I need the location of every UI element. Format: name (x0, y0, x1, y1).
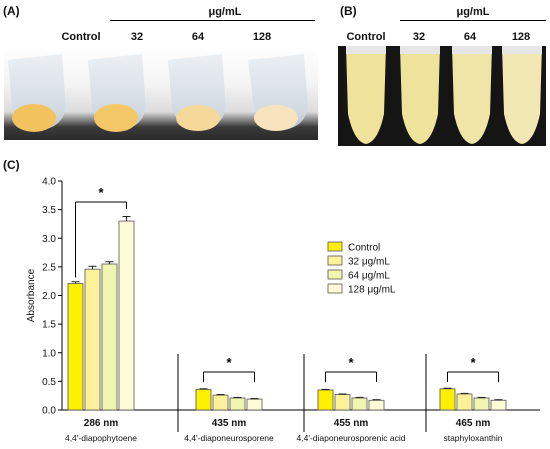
legend-label: 64 μg/mL (348, 271, 390, 282)
pellet-32 (94, 104, 138, 132)
significance-marker: * (470, 355, 476, 370)
tube-b-control (346, 46, 386, 144)
compound-label: 4,4'-diaponeurosporene (184, 433, 274, 443)
bar (334, 394, 351, 411)
tube-a-64 (168, 54, 226, 131)
legend-swatch (327, 269, 343, 280)
y-tick-label: 3.5 (42, 205, 56, 216)
tube-a-32 (88, 54, 146, 132)
bar (490, 399, 507, 411)
wavelength-label: 435 nm (212, 418, 247, 429)
panel-b-tubes (338, 46, 546, 146)
bar (317, 389, 334, 411)
panel-a-col-control: Control (61, 31, 101, 43)
legend-label: 128 μg/mL (348, 285, 396, 296)
tube-b-128 (502, 46, 542, 144)
y-tick-label: 3.0 (42, 234, 56, 245)
panel-a-label: (A) (3, 4, 20, 18)
panel-b-col-128: 128 (511, 31, 531, 43)
panel-b-col-64: 64 (463, 31, 477, 43)
panel-b-unit: μg/mL (456, 6, 490, 18)
tube-a-128 (248, 54, 308, 131)
compound-label: staphyloxanthin (443, 433, 502, 443)
wavelength-label: 455 nm (334, 418, 369, 429)
bar (351, 397, 368, 411)
bar (67, 283, 84, 411)
bar (229, 397, 246, 411)
y-tick-label: 4.0 (42, 177, 56, 188)
compound-label: 4,4'-diapophytoene (65, 433, 137, 443)
panel-a-col-32: 32 (130, 31, 144, 43)
y-tick-label: 1.5 (42, 320, 56, 331)
legend-swatch (327, 255, 343, 266)
panel-b-photo (338, 46, 546, 146)
wavelength-label: 286 nm (84, 418, 119, 429)
panel-b-unit-line (400, 20, 546, 21)
pellet-control (12, 104, 56, 132)
bar (84, 268, 101, 411)
bar (473, 397, 490, 411)
y-tick-label: 2.0 (42, 291, 56, 302)
y-tick-label: 0.0 (42, 406, 56, 417)
bar (368, 399, 385, 411)
legend-swatch (327, 241, 343, 252)
bar (212, 394, 229, 411)
pellet-64 (176, 105, 220, 131)
bar (246, 398, 263, 411)
panel-a-tubes (8, 54, 308, 132)
wavelength-label: 465 nm (456, 418, 491, 429)
legend-swatch (327, 283, 343, 294)
panel-a-col-64: 64 (191, 31, 205, 43)
panel-c-label: (C) (3, 158, 20, 172)
legend-label: 32 μg/mL (348, 257, 390, 268)
significance-marker: * (226, 355, 232, 370)
y-axis-label: Absorbance (26, 268, 37, 322)
panel-a-col-128: 128 (252, 31, 272, 43)
bar (456, 393, 473, 411)
panel-a-unit-line (110, 20, 315, 21)
compound-label: 4,4'-diaponeurosporenic acid (297, 433, 406, 443)
panel-b-col-control: Control (346, 31, 386, 43)
tube-a-control (8, 54, 66, 132)
absorbance-chart: 0.0 0.5 1.0 1.5 2.0 2.5 3.0 3.5 4.0 Absorbance * 28… (26, 177, 540, 443)
panel-a-unit: μg/mL (208, 6, 242, 18)
significance-marker: * (98, 185, 104, 200)
panel-b-col-32: 32 (412, 31, 426, 43)
bar (439, 388, 456, 411)
panel-b-label: (B) (340, 4, 357, 18)
panel-a-photo (4, 46, 318, 140)
pellet-128 (254, 105, 298, 131)
tube-b-64 (452, 46, 492, 144)
tube-b-32 (400, 46, 440, 144)
significance-marker: * (348, 355, 354, 370)
y-tick-label: 2.5 (42, 262, 56, 273)
y-tick-label: 1.0 (42, 348, 56, 359)
legend-label: Control (348, 243, 380, 254)
y-tick-label: 0.5 (42, 377, 56, 388)
bar (118, 220, 135, 411)
bar (195, 388, 212, 411)
bar (101, 263, 118, 411)
